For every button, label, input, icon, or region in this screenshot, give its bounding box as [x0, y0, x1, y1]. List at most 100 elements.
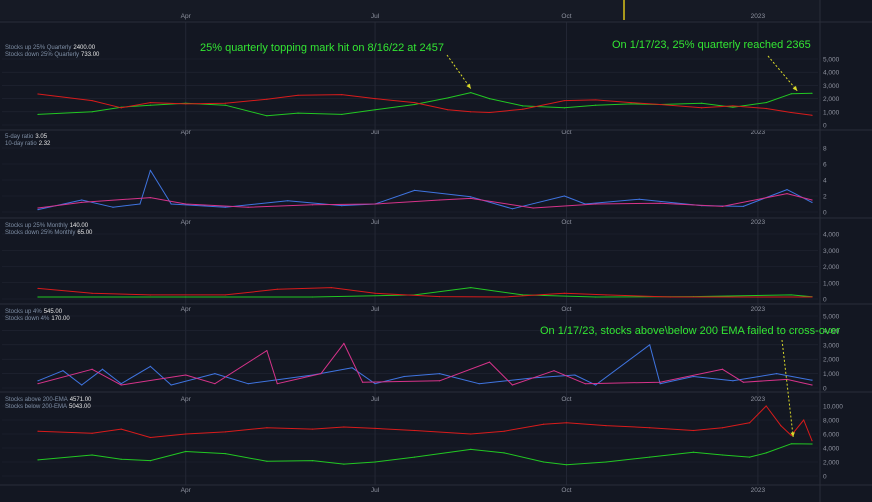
data-point — [374, 427, 376, 429]
x-tick-label: Oct — [561, 396, 571, 403]
data-point — [351, 367, 353, 369]
data-point — [649, 344, 651, 346]
data-point — [811, 92, 813, 94]
data-point — [185, 296, 187, 298]
data-point — [595, 384, 597, 386]
data-point — [81, 384, 83, 386]
panel-2-legend: 5-day ratio 3.05 10-day ratio 2.32 — [5, 134, 50, 148]
data-point — [330, 287, 332, 289]
data-point — [630, 103, 632, 105]
legend-entry: Stocks up 25% Quarterly 2400.00 — [5, 45, 99, 52]
data-point — [185, 374, 187, 376]
data-point — [811, 201, 813, 203]
legend-value: 733.00 — [81, 52, 100, 58]
data-point — [605, 461, 607, 463]
data-point — [91, 292, 93, 294]
data-point — [478, 383, 480, 385]
data-point — [185, 433, 187, 435]
data-point — [224, 431, 226, 433]
y-tick-label: 2,000 — [823, 357, 840, 364]
x-tick-label: Jul — [371, 396, 380, 403]
data-point — [447, 109, 449, 111]
data-point — [224, 453, 226, 455]
data-point — [742, 205, 744, 207]
data-point — [149, 365, 151, 367]
legend-value: 65.00 — [77, 230, 93, 236]
data-point — [790, 93, 792, 95]
data-point — [374, 203, 376, 205]
data-point — [170, 384, 172, 386]
legend-entry: Stocks down 25% Monthly 65.00 — [5, 230, 92, 237]
data-point — [81, 199, 83, 201]
data-point — [185, 203, 187, 205]
x-tick-label: Jul — [371, 129, 380, 136]
annotation-topping-mark: 25% quarterly topping mark hit on 8/16/2… — [200, 42, 444, 54]
data-point — [37, 383, 39, 385]
legend-label: Stocks above 200-EMA — [5, 397, 68, 403]
data-point — [343, 463, 345, 465]
y-tick-label: 4,000 — [823, 70, 840, 77]
data-point — [765, 107, 767, 110]
x-tick-label: Oct — [561, 219, 571, 226]
data-point — [470, 448, 472, 450]
data-point — [413, 103, 416, 106]
y-tick-label: 4,000 — [823, 232, 840, 239]
data-point — [811, 443, 813, 445]
y-tick-label: 4 — [823, 178, 827, 185]
x-tick-label: Jul — [371, 219, 380, 226]
data-point — [732, 105, 734, 107]
data-point — [214, 373, 216, 375]
data-point — [91, 111, 93, 113]
y-tick-label: 3,000 — [823, 342, 840, 349]
data-point — [403, 375, 405, 378]
data-point — [185, 103, 187, 105]
data-point — [374, 461, 376, 463]
data-point — [765, 101, 767, 104]
data-point — [553, 370, 555, 372]
data-point — [659, 103, 661, 106]
x-tick-label: Oct — [561, 13, 571, 20]
y-tick-label: 0 — [823, 123, 827, 130]
data-point — [413, 456, 416, 458]
data-point — [732, 380, 734, 382]
data-point — [765, 405, 767, 407]
data-point — [185, 450, 187, 453]
data-point — [224, 102, 226, 104]
legend-value: 170.00 — [51, 316, 70, 322]
data-point — [297, 94, 299, 96]
data-point — [470, 91, 472, 94]
panel-1-legend: Stocks up 25% Quarterly 2400.00 Stocks do… — [5, 45, 99, 59]
x-tick-label: Oct — [561, 306, 571, 313]
data-point — [522, 108, 524, 110]
data-point — [780, 425, 782, 427]
legend-label: Stocks up 4% — [5, 309, 42, 315]
data-point — [91, 432, 93, 434]
data-point — [374, 98, 376, 100]
data-point — [37, 459, 39, 461]
data-point — [542, 461, 545, 463]
data-point — [522, 105, 524, 107]
data-point — [584, 383, 586, 385]
data-point — [565, 464, 568, 466]
data-point — [630, 101, 632, 104]
data-point — [341, 113, 343, 116]
data-point — [790, 443, 792, 445]
data-point — [595, 104, 597, 106]
series-line-magenta — [37, 342, 813, 386]
data-point — [511, 208, 513, 210]
data-point — [803, 419, 805, 421]
y-tick-label: 5,000 — [823, 314, 840, 321]
data-point — [37, 207, 39, 209]
data-point — [721, 454, 724, 456]
x-tick-label: Jul — [371, 306, 380, 313]
y-tick-label: 1,000 — [823, 280, 840, 287]
series-line-blue — [37, 344, 813, 386]
data-point — [37, 113, 39, 116]
data-point — [721, 205, 724, 207]
data-point — [790, 111, 792, 114]
data-point — [438, 373, 441, 375]
data-point — [224, 104, 226, 106]
legend-value: 4571.00 — [69, 397, 92, 403]
data-point — [811, 199, 813, 201]
data-point — [170, 203, 172, 205]
